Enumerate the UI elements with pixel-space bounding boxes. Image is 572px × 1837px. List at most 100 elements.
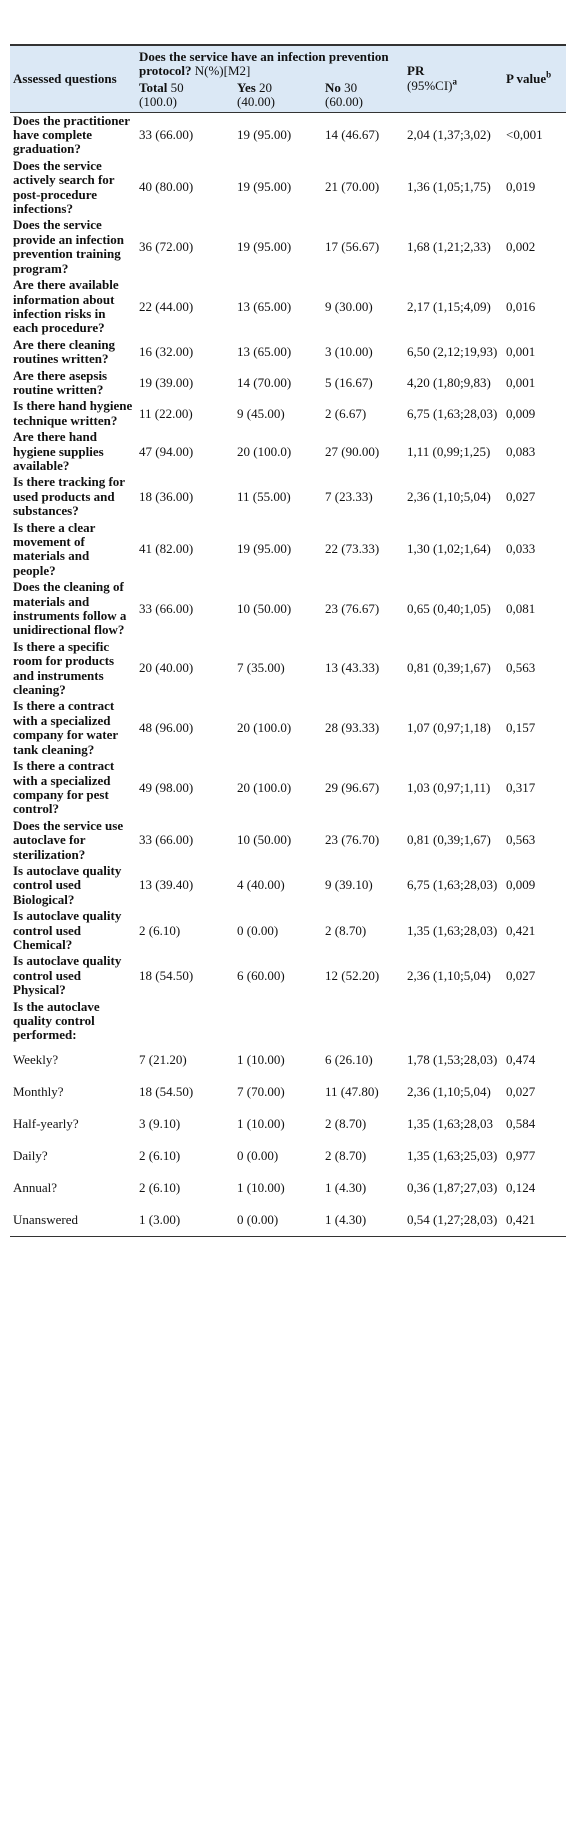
value-cell: 0,002	[506, 239, 536, 255]
header-text: P value	[506, 70, 547, 86]
value-cell: 6,75 (1,63;28,03)	[407, 405, 498, 421]
value-cell: 1,78 (1,53;28,03)	[407, 1051, 498, 1067]
value-cell: 40 (80.00)	[139, 179, 194, 195]
question-header: Assessed questions	[10, 45, 136, 112]
question-cell: Are there hand hygiene supplies availabl…	[13, 429, 104, 473]
table-row: Are there available information about in…	[10, 277, 566, 337]
question-cell: Does the cleaning of materials and instr…	[13, 579, 127, 638]
value-cell: 1,11 (0,99;1,25)	[407, 443, 491, 459]
header-text: (95%CI)	[407, 77, 453, 93]
value-cell: 0,421	[506, 922, 536, 938]
value-cell: 0,027	[506, 967, 536, 983]
question-cell: Is there a contract with a specialized c…	[13, 758, 115, 817]
value-cell: 0,019	[506, 179, 536, 195]
value-cell: 20 (100.0)	[237, 443, 292, 459]
value-cell: 33 (66.00)	[139, 600, 194, 616]
value-cell: 13 (65.00)	[237, 343, 292, 359]
question-cell: Weekly?	[13, 1051, 59, 1067]
table-row: Does the service actively search for pos…	[10, 158, 566, 218]
column-pct: (40.00)	[237, 94, 275, 110]
value-cell: 6,50 (2,12;19,93)	[407, 343, 498, 359]
table-row: Does the service provide an infection pr…	[10, 217, 566, 277]
value-cell: 9 (45.00)	[237, 405, 285, 421]
table-row: Does the service use autoclave for steri…	[10, 818, 566, 863]
value-cell: 10 (50.00)	[237, 600, 292, 616]
column-n: 20	[259, 79, 273, 95]
header-text: PR	[407, 63, 425, 79]
value-cell: 19 (39.00)	[139, 374, 194, 390]
value-cell: 11 (55.00)	[237, 488, 291, 504]
value-cell: 19 (95.00)	[237, 239, 292, 255]
table-row: Are there cleaning routines written? 16 (…	[10, 337, 566, 368]
table-row: Is there a contract with a specialized c…	[10, 698, 566, 758]
value-cell: 14 (70.00)	[237, 374, 292, 390]
question-cell: Unanswered	[13, 1211, 78, 1227]
value-cell: 2,36 (1,10;5,04)	[407, 488, 491, 504]
value-cell: 0,001	[506, 374, 536, 390]
pr-header: PR (95%CI)a	[404, 45, 503, 112]
value-cell: 33 (66.00)	[139, 127, 194, 143]
value-cell: 1 (10.00)	[237, 1179, 285, 1195]
value-cell: 2 (8.70)	[325, 922, 367, 938]
value-cell: 2 (8.70)	[325, 1115, 367, 1131]
value-cell: 7 (35.00)	[237, 660, 285, 676]
value-cell: 3 (10.00)	[325, 343, 373, 359]
value-cell: 6,75 (1,63;28,03)	[407, 877, 498, 893]
table-body: Does the practitioner have complete grad…	[10, 112, 567, 1237]
value-cell: 0,54 (1,27;28,03)	[407, 1211, 498, 1227]
value-cell: 2 (8.70)	[325, 1147, 367, 1163]
value-cell: 2,17 (1,15;4,09)	[407, 298, 491, 314]
value-cell: 1 (4.30)	[325, 1179, 367, 1195]
column-n: 30	[344, 79, 358, 95]
question-cell: Is there tracking for used products and …	[13, 474, 125, 519]
table-row: Unanswered 1 (3.00) 0 (0.00) 1 (4.30) 0,54 (…	[10, 1204, 566, 1237]
value-cell: 18 (36.00)	[139, 488, 194, 504]
column-header: Yes 20 (40.00)	[234, 79, 322, 112]
value-cell: 22 (73.33)	[325, 541, 380, 557]
value-cell: 0,157	[506, 720, 536, 736]
value-cell: 1 (10.00)	[237, 1051, 285, 1067]
value-cell: 23 (76.70)	[325, 832, 380, 848]
value-cell: 2 (6.10)	[139, 1147, 181, 1163]
value-cell: 12 (52.20)	[325, 967, 380, 983]
question-cell: Are there available information about in…	[13, 277, 119, 336]
question-cell: Is there a specific room for products an…	[13, 638, 115, 698]
question-cell: Annual?	[13, 1179, 58, 1195]
question-cell: Is autoclave quality control used Physic…	[13, 953, 122, 998]
value-cell: 19 (95.00)	[237, 179, 292, 195]
value-cell: 27 (90.00)	[325, 443, 380, 459]
value-cell: 1 (4.30)	[325, 1211, 367, 1227]
value-cell: 0,81 (0,39;1,67)	[407, 660, 491, 676]
value-cell: 0,001	[506, 343, 536, 359]
value-cell: 0,009	[506, 405, 536, 421]
table-header: Assessed questions Does the service have…	[10, 45, 567, 113]
question-cell: Does the service use autoclave for steri…	[13, 817, 124, 862]
value-cell: 0,083	[506, 443, 536, 459]
value-cell: 9 (30.00)	[325, 298, 373, 314]
value-cell: 13 (65.00)	[237, 298, 292, 314]
value-cell: 13 (43.33)	[325, 660, 380, 676]
value-cell: 29 (96.67)	[325, 779, 380, 795]
value-cell: 0,317	[506, 779, 536, 795]
value-cell: 0,563	[506, 832, 536, 848]
value-cell: 0,016	[506, 298, 536, 314]
table-row: Half-yearly? 3 (9.10) 1 (10.00) 2 (8.70) 1,3…	[10, 1108, 566, 1140]
value-cell: 0,027	[506, 488, 536, 504]
value-cell: 1 (3.00)	[139, 1211, 181, 1227]
value-cell: 0,124	[506, 1179, 536, 1195]
question-cell: Are there asepsis routine written?	[13, 367, 108, 397]
value-cell: 22 (44.00)	[139, 298, 194, 314]
value-cell: 33 (66.00)	[139, 832, 194, 848]
value-cell: 17 (56.67)	[325, 239, 380, 255]
value-cell: 1,30 (1,02;1,64)	[407, 541, 491, 557]
footnote-mark: a	[452, 76, 458, 87]
column-label: No	[325, 79, 341, 95]
value-cell: 7 (21.20)	[139, 1051, 187, 1067]
value-cell: 20 (100.0)	[237, 779, 292, 795]
column-pct: (100.0)	[139, 94, 177, 110]
header-text: Does the service have an infection preve…	[139, 49, 389, 79]
table-row: Is there a clear movement of materials a…	[10, 520, 566, 580]
value-cell: 28 (93.33)	[325, 720, 380, 736]
table-row: Is autoclave quality control used Chemic…	[10, 908, 566, 953]
